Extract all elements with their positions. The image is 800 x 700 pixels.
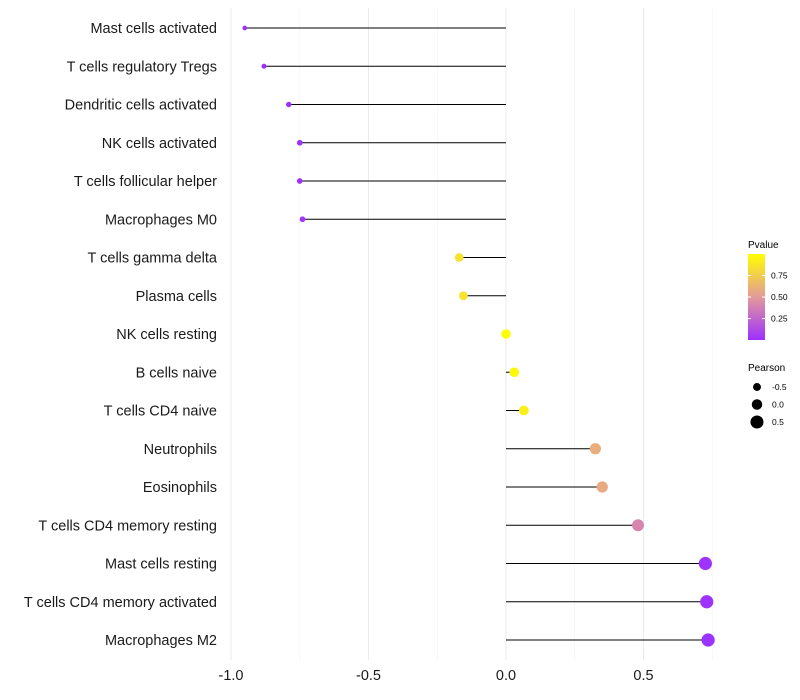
lollipop-point	[509, 367, 520, 378]
category-label: B cells naive	[136, 365, 217, 381]
category-label: Macrophages M2	[105, 633, 217, 649]
lollipop-point	[632, 519, 644, 532]
pearson-legend-keys: -0.5 0.0 0.5	[750, 382, 787, 429]
colorbar-tick-label: 0.25	[771, 314, 788, 324]
category-label: Mast cells resting	[105, 557, 217, 573]
pearson-legend-label: -0.5	[772, 382, 787, 392]
pearson-legend-dot	[750, 415, 764, 429]
pearson-legend-label: 0.0	[772, 400, 784, 410]
category-label: T cells regulatory Tregs	[67, 59, 217, 75]
x-tick-label: 0.0	[496, 668, 516, 684]
pearson-legend-dot	[753, 383, 761, 391]
lollipop-point	[589, 443, 601, 455]
lollipop-point	[286, 101, 292, 108]
x-tick-label: -0.5	[356, 668, 381, 684]
lollipop-point	[501, 329, 511, 339]
lollipop-point	[700, 595, 714, 609]
lollipop-point	[261, 63, 267, 69]
category-label: NK cells resting	[116, 327, 217, 343]
category-label: T cells CD4 memory activated	[24, 595, 217, 611]
lollipop-point	[701, 633, 715, 647]
pearson-legend-dot	[751, 399, 763, 410]
stem-layer	[244, 27, 709, 641]
category-labels: Mast cells activated T cells regulatory T…	[24, 21, 218, 649]
point-layer	[242, 25, 715, 647]
lollipop-point	[698, 556, 712, 571]
category-label: T cells CD4 naive	[104, 404, 217, 420]
category-label: Plasma cells	[136, 289, 217, 305]
category-label: T cells follicular helper	[74, 174, 217, 190]
x-tick-label: 0.5	[633, 668, 653, 684]
pvalue-colorbar-ticks: 0.75 0.50 0.25	[748, 271, 788, 324]
pearson-legend-label: 0.5	[772, 417, 784, 427]
pearson-legend: Pearson -0.5 0.0 0.5	[748, 363, 787, 429]
lollipop-point	[518, 405, 529, 416]
grid-layer	[230, 8, 713, 660]
pvalue-colorbar	[748, 254, 765, 340]
lollipop-point	[296, 178, 303, 184]
pearson-legend-title: Pearson	[748, 363, 785, 374]
x-tick-label: -1.0	[219, 668, 244, 684]
x-axis-tick-labels: -1.0 -0.5 0.0 0.5	[219, 668, 654, 684]
lollipop-point	[296, 139, 303, 146]
colorbar-tick-label: 0.50	[771, 292, 788, 302]
pvalue-legend-title: Pvalue	[748, 240, 779, 251]
category-label: T cells CD4 memory resting	[38, 518, 217, 534]
lollipop-point	[454, 253, 464, 262]
pvalue-legend: Pvalue 0.75 0.50 0.25	[748, 240, 788, 340]
category-label: Macrophages M0	[105, 212, 217, 228]
category-label: Mast cells activated	[90, 21, 217, 37]
category-label: NK cells activated	[102, 136, 217, 152]
category-label: Neutrophils	[144, 442, 217, 458]
lollipop-point	[459, 291, 468, 301]
lollipop-point	[242, 25, 248, 31]
colorbar-tick-label: 0.75	[771, 271, 788, 281]
category-label: Dendritic cells activated	[65, 98, 217, 114]
category-label: T cells gamma delta	[88, 251, 218, 267]
lollipop-point	[596, 481, 608, 493]
lollipop-point	[299, 216, 306, 223]
category-label: Eosinophils	[143, 480, 217, 496]
